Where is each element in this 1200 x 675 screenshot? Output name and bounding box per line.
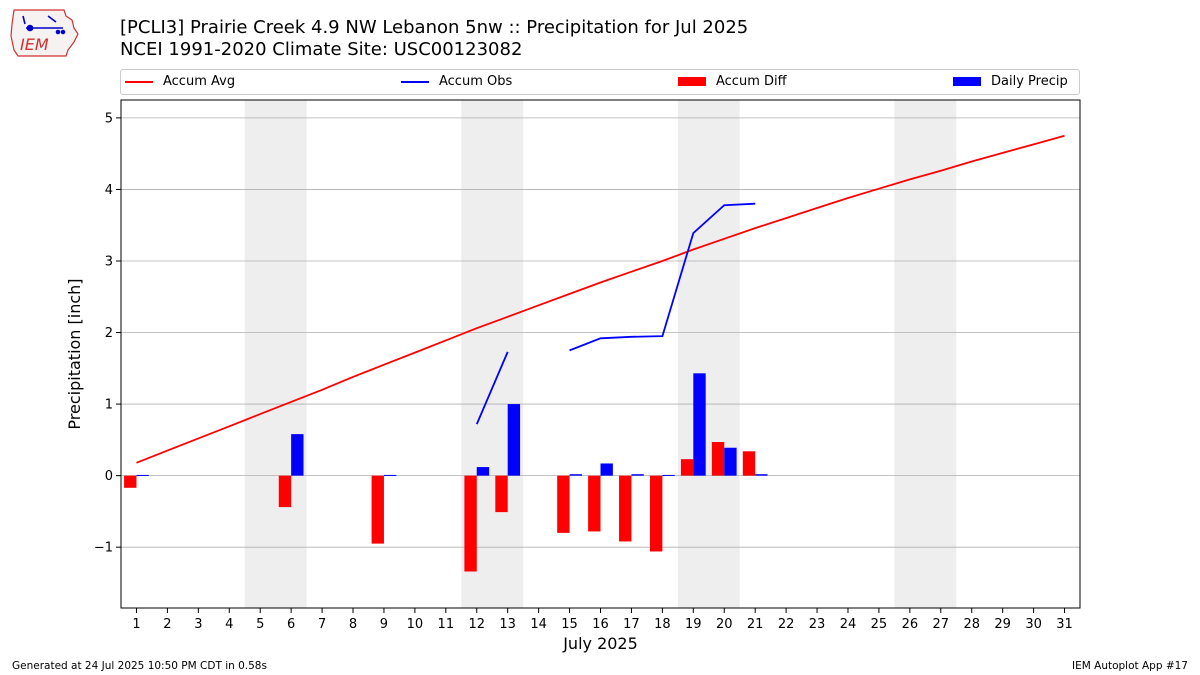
y-tick-label: 4 [105, 183, 113, 198]
y-tick-label: 2 [105, 326, 113, 341]
legend-item-daily-precip: Daily Precip [953, 74, 1068, 90]
y-tick-label: −1 [94, 541, 113, 556]
x-tick-label: 18 [654, 617, 671, 632]
legend-label-accum-diff: Accum Diff [716, 74, 787, 89]
accum-obs-line [475, 202, 756, 425]
legend-item-accum-obs: Accum Obs [401, 74, 512, 90]
x-tick-label: 19 [685, 617, 702, 632]
x-tick-label: 8 [349, 617, 357, 632]
x-axis-label: July 2025 [562, 634, 638, 653]
x-tick-label: 10 [407, 617, 424, 632]
x-tick-label: 6 [287, 617, 295, 632]
x-tick-label: 4 [225, 617, 233, 632]
x-tick-label: 31 [1056, 617, 1073, 632]
legend-item-accum-diff: Accum Diff [678, 74, 787, 90]
accum-diff-bar [649, 475, 663, 552]
iem-logo-text: IEM [20, 35, 49, 54]
x-tick-label: 23 [809, 617, 826, 632]
legend-swatch-daily-precip [953, 77, 981, 86]
x-tick-label: 25 [871, 617, 888, 632]
x-tick-label: 1 [132, 617, 140, 632]
daily-precip-bar [755, 474, 768, 476]
daily-precip-bar [569, 474, 582, 476]
chart-legend: Accum Avg Accum Obs Accum Diff Daily Pre… [120, 69, 1080, 95]
x-tick-label: 29 [994, 617, 1011, 632]
x-tick-label: 17 [623, 617, 640, 632]
daily-precip-bar [383, 474, 397, 476]
y-tick-label: 3 [105, 254, 113, 269]
x-tick-label: 26 [902, 617, 919, 632]
y-tick-label: 5 [105, 111, 113, 126]
x-tick-label: 7 [318, 617, 326, 632]
x-tick-label: 2 [163, 617, 171, 632]
accum-diff-bar [680, 459, 694, 476]
daily-precip-bar [136, 474, 149, 476]
legend-swatch-accum-obs [401, 80, 429, 83]
accum-avg-line [136, 134, 1065, 464]
accum-diff-bar [588, 475, 601, 532]
accum-diff-bar [619, 475, 632, 542]
x-tick-label: 14 [530, 617, 547, 632]
x-tick-label: 28 [963, 617, 980, 632]
legend-label-accum-obs: Accum Obs [439, 74, 513, 89]
x-tick-label: 13 [499, 617, 516, 632]
x-tick-label: 9 [380, 617, 388, 632]
accum-diff-bar [278, 475, 292, 508]
legend-label-accum-avg: Accum Avg [163, 74, 236, 89]
x-tick-label: 22 [778, 617, 795, 632]
x-tick-label: 15 [561, 617, 578, 632]
x-tick-label: 20 [716, 617, 733, 632]
chart-title-line1: [PCLI3] Prairie Creek 4.9 NW Lebanon 5nw… [120, 17, 749, 38]
iem-logo: IEM [10, 9, 79, 57]
accum-diff-bar [464, 475, 477, 572]
daily-precip-bar [476, 467, 490, 476]
daily-precip-bar [291, 434, 304, 476]
x-tick-label: 16 [592, 617, 609, 632]
daily-precip-bar [693, 373, 706, 476]
accum-diff-bar [371, 475, 384, 544]
x-tick-label: 21 [747, 617, 764, 632]
y-axis-label: Precipitation [inch] [65, 278, 84, 429]
daily-precip-bar [600, 463, 613, 476]
legend-swatch-accum-diff [678, 77, 706, 86]
x-tick-label: 12 [468, 617, 485, 632]
accum-diff-bar [495, 475, 508, 513]
y-tick-label: 0 [105, 469, 113, 484]
x-tick-label: 11 [438, 617, 455, 632]
weekend-band [894, 100, 957, 608]
legend-swatch-accum-avg [125, 80, 153, 83]
x-tick-label: 30 [1025, 617, 1042, 632]
x-tick-label: 3 [194, 617, 202, 632]
legend-item-accum-avg: Accum Avg [125, 74, 235, 90]
legend-label-daily-precip: Daily Precip [991, 74, 1068, 89]
weekend-band [244, 100, 307, 608]
y-tick-label: 1 [105, 398, 113, 413]
weekend-band [677, 100, 740, 608]
x-tick-label: 5 [256, 617, 264, 632]
x-tick-label: 24 [840, 617, 857, 632]
daily-precip-bar [662, 474, 675, 476]
accum-diff-bar [557, 475, 570, 533]
daily-precip-bar [724, 447, 737, 476]
accum-diff-bar [711, 442, 725, 476]
chart-title-line2: NCEI 1991-2020 Climate Site: USC00123082 [120, 39, 523, 60]
daily-precip-bar [631, 474, 644, 476]
daily-precip-bar [507, 404, 521, 476]
x-tick-label: 27 [933, 617, 950, 632]
accum-diff-bar [742, 451, 756, 476]
app-note: IEM Autoplot App #17 [1072, 660, 1188, 672]
generated-note: Generated at 24 Jul 2025 10:50 PM CDT in… [12, 660, 267, 672]
chart-title: [PCLI3] Prairie Creek 4.9 NW Lebanon 5nw… [120, 17, 748, 61]
accum-diff-bar [124, 475, 137, 488]
